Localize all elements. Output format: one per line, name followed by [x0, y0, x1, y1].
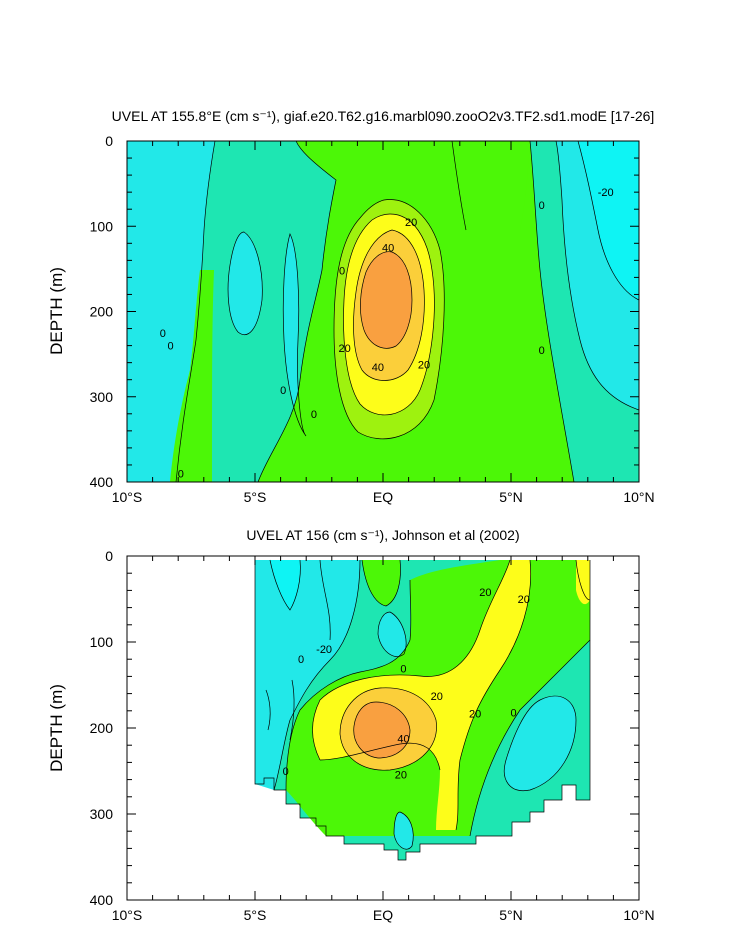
contour-label: 0	[280, 385, 286, 397]
contour-label: 20	[479, 587, 491, 599]
panel2-x-ticks: 10°S 5°S EQ 5°N 10°N	[112, 556, 655, 923]
p2-region-pos40	[353, 702, 410, 758]
y-tick-label: 100	[90, 218, 114, 234]
contour-label: 20	[431, 691, 443, 703]
x-tick-label: 10°S	[112, 489, 143, 505]
p2-region-west-neg	[255, 560, 360, 790]
x-tick-label: 5°S	[244, 907, 267, 923]
y-tick-label: 200	[90, 720, 114, 736]
x-tick-label: 5°S	[244, 489, 267, 505]
contour-label: 20	[405, 217, 417, 229]
p1-region-north-neg20	[578, 141, 639, 300]
x-tick-label: EQ	[373, 489, 393, 505]
contour-label: 40	[382, 243, 394, 255]
x-tick-label: 10°S	[112, 907, 143, 923]
contour-label: 20	[518, 594, 530, 606]
p1-region-bar	[205, 271, 212, 482]
contour-label: 0	[400, 664, 406, 676]
x-tick-label: 5°N	[499, 907, 523, 923]
p2-footprint-edge	[254, 560, 591, 861]
panel1-x-ticks: 10°S 5°S EQ 5°N 10°N	[112, 141, 655, 505]
contour-label: 20	[469, 708, 481, 720]
p2-region-se-pos	[576, 560, 590, 605]
p1-region-plume	[452, 141, 530, 230]
p2-region-east-neg	[504, 696, 576, 791]
contour-label: 0	[160, 328, 166, 340]
panel2-contour-labels: 20 20 -20 0 0 20 20 0 40 20 0	[283, 587, 530, 781]
panel1-title: UVEL AT 155.8°E (cm s⁻¹), giaf.e20.T62.g…	[112, 108, 655, 124]
y-tick-label: 0	[105, 133, 113, 149]
p1-region-lens-b	[283, 234, 306, 436]
y-tick-label: 400	[90, 892, 114, 908]
contour-label: 20	[338, 343, 350, 355]
contour-label: -20	[598, 187, 614, 199]
panel-model: UVEL AT 155.8°E (cm s⁻¹), giaf.e20.T62.g…	[47, 108, 655, 505]
contour-label: 0	[539, 345, 545, 357]
x-tick-label: 10°N	[623, 907, 654, 923]
contour-label: -20	[316, 644, 332, 656]
p1-region-lens-a	[228, 232, 263, 335]
y-tick-label: 200	[90, 304, 114, 320]
contour-label: 20	[418, 359, 430, 371]
p1-region-jet-40	[360, 251, 412, 349]
panel1-field	[127, 141, 639, 482]
x-tick-label: 5°N	[499, 489, 523, 505]
contour-label: 0	[283, 766, 289, 778]
contour-label: 0	[339, 266, 345, 278]
y-tick-label: 0	[105, 548, 113, 564]
contour-label: 0	[311, 409, 317, 421]
p2-region-neg-patch	[378, 612, 407, 657]
contour-label: 0	[167, 341, 173, 353]
p1-region-left-pos	[170, 270, 214, 482]
panel2-title: UVEL AT 156 (cm s⁻¹), Johnson et al (200…	[246, 527, 519, 543]
contour-label: 0	[539, 200, 545, 212]
y-tick-label: 400	[90, 474, 114, 490]
y-tick-label: 300	[90, 806, 114, 822]
p2-region-bottom-neg	[394, 812, 414, 850]
panel1-y-label: DEPTH (m)	[47, 267, 66, 355]
p2-region-surface-pos	[362, 560, 401, 606]
contour-label: 0	[510, 708, 516, 720]
p2-region-pos20	[312, 560, 531, 830]
contour-label: 20	[395, 769, 407, 781]
p1-region-left-neg	[127, 141, 215, 482]
contour-label: 40	[397, 733, 409, 745]
x-tick-label: 10°N	[623, 489, 654, 505]
contour-label: 40	[372, 362, 384, 374]
x-tick-label: EQ	[373, 907, 393, 923]
panel-observed: UVEL AT 156 (cm s⁻¹), Johnson et al (200…	[47, 527, 655, 923]
panel2-y-label: DEPTH (m)	[47, 684, 66, 772]
panel2-field	[254, 559, 591, 861]
y-tick-label: 300	[90, 389, 114, 405]
p2-region-west-neg2	[270, 560, 301, 610]
contour-label: 0	[298, 654, 304, 666]
y-tick-label: 100	[90, 634, 114, 650]
contour-label: 0	[178, 468, 184, 480]
